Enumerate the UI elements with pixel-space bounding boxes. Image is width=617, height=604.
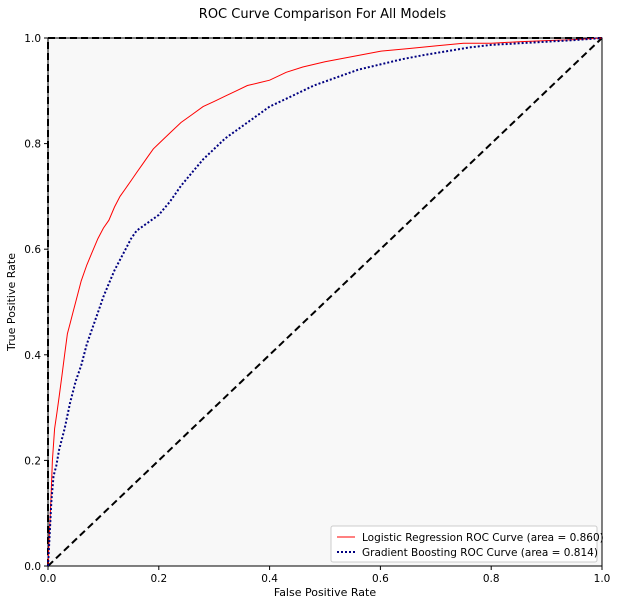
x-tick-label: 0.8 <box>483 573 500 585</box>
y-tick-label: 0.0 <box>24 561 41 573</box>
y-tick-label: 0.2 <box>24 455 41 467</box>
series-line-1 <box>47 37 603 567</box>
chart-title: ROC Curve Comparison For All Models <box>199 7 447 22</box>
x-tick-label: 0.4 <box>261 573 278 585</box>
y-tick-label: 1.0 <box>24 33 41 45</box>
x-tick-label: 0.6 <box>372 573 389 585</box>
y-tick-label: 0.6 <box>24 244 41 256</box>
y-axis-label: True Positive Rate <box>5 253 18 352</box>
y-tick-label: 0.8 <box>24 139 41 151</box>
legend-box <box>330 525 598 563</box>
series-line-0 <box>47 37 603 567</box>
reference-line-diagonal <box>47 37 603 567</box>
legend: Logistic Regression ROC Curve (area = 0.… <box>330 525 604 563</box>
x-tick-label: 0.2 <box>150 573 167 585</box>
y-tick-label: 0.4 <box>24 350 41 362</box>
legend-label-logistic: Logistic Regression ROC Curve (area = 0.… <box>362 532 604 544</box>
legend-label-gradient-boosting: Gradient Boosting ROC Curve (area = 0.81… <box>362 547 598 559</box>
x-tick-label: 0.0 <box>40 573 57 585</box>
x-axis-label: False Positive Rate <box>274 586 376 599</box>
x-tick-label: 1.0 <box>594 573 611 585</box>
